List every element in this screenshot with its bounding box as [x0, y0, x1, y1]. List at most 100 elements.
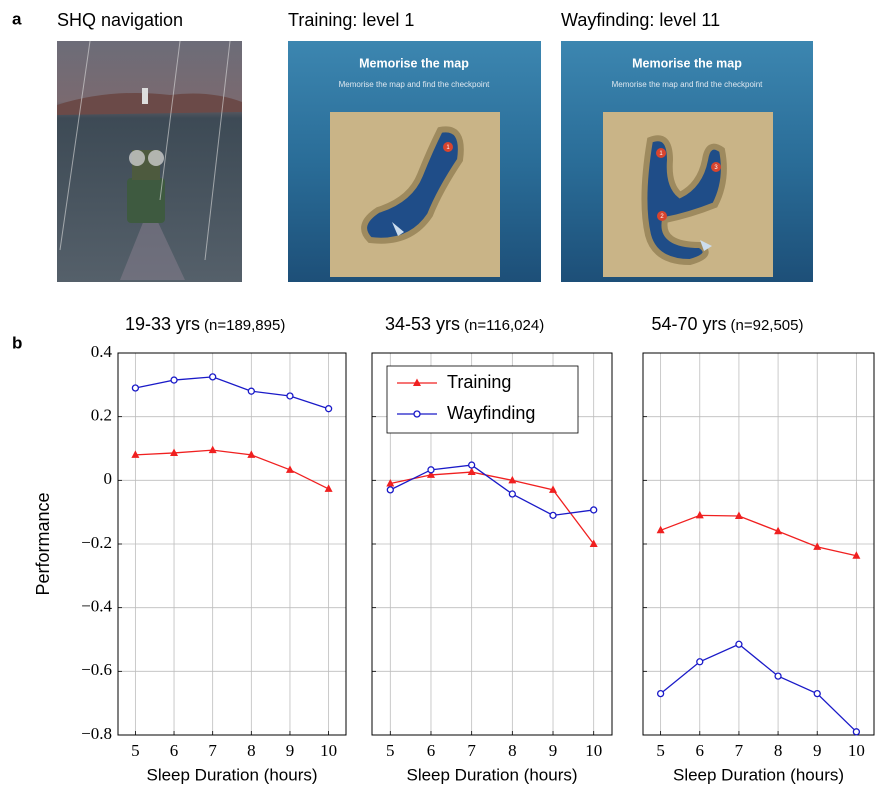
y-tick-label: −0.4	[81, 597, 112, 616]
marker	[427, 466, 435, 474]
marker	[774, 526, 783, 535]
chart-subtitle: (n=116,024)	[464, 317, 544, 334]
panel-label: b	[12, 333, 22, 352]
data-line	[390, 471, 595, 545]
checkpoint-label: 1	[446, 145, 450, 151]
screen-title: Training: level 1	[288, 10, 414, 30]
y-tick-label: 0	[104, 469, 113, 488]
x-tick-label: 6	[696, 741, 705, 760]
marker	[426, 470, 435, 478]
marker	[468, 461, 476, 469]
y-tick-label: −0.2	[81, 533, 112, 552]
marker	[386, 479, 395, 487]
chart-title: 54-70 yrs	[651, 314, 726, 334]
y-tick-label: 0.2	[91, 406, 112, 425]
checkpoint	[657, 211, 667, 221]
marker	[324, 405, 333, 413]
marker	[589, 539, 598, 547]
marker	[813, 689, 821, 698]
game-screenshot	[57, 40, 242, 282]
checkpoint-label: 1	[659, 151, 663, 157]
panel-label: a	[12, 9, 22, 28]
marker	[131, 384, 140, 392]
x-tick-label: 8	[247, 741, 256, 760]
legend-box	[386, 365, 579, 434]
marker	[852, 551, 861, 559]
marker	[774, 672, 782, 680]
screen-heading: Memorise the map	[359, 56, 469, 70]
marker	[656, 525, 665, 534]
marker	[131, 450, 140, 458]
marker	[656, 689, 665, 698]
marker	[508, 475, 517, 484]
x-tick-label: 8	[508, 741, 517, 760]
game-screenshot	[561, 41, 813, 282]
chart-title: 34-53 yrs	[385, 314, 460, 334]
x-tick-label: 7	[208, 741, 217, 760]
x-axis-label: Sleep Duration (hours)	[406, 765, 577, 784]
screen-title: SHQ navigation	[57, 10, 183, 30]
marker	[170, 376, 178, 384]
x-tick-label: 10	[848, 741, 865, 760]
x-tick-label: 10	[320, 741, 337, 760]
checkpoint-label: 2	[660, 214, 664, 220]
x-tick-label: 5	[386, 741, 395, 760]
chart-subtitle: (n=189,895)	[204, 317, 285, 334]
y-tick-label: −0.8	[81, 724, 112, 743]
checkpoint	[443, 142, 453, 152]
chart-title: 19-33 yrs	[125, 314, 200, 334]
x-tick-label: 9	[549, 741, 558, 760]
plot-frame	[117, 352, 347, 736]
x-axis-label: Sleep Duration (hours)	[673, 765, 844, 784]
marker	[208, 445, 217, 454]
screen-text-box: Memorise the map and find the checkpoint	[611, 80, 763, 89]
marker	[286, 392, 294, 400]
screen-text: Memorise the map and find the checkpoint	[338, 80, 490, 89]
checkpoint-label: 3	[714, 165, 718, 171]
marker	[247, 387, 255, 395]
x-tick-label: 9	[813, 741, 822, 760]
x-axis-label: Sleep Duration (hours)	[146, 765, 317, 784]
x-tick-label: 5	[131, 741, 140, 760]
data-line	[390, 464, 594, 517]
x-tick-label: 5	[656, 741, 665, 760]
chart-subtitle: (n=92,505)	[731, 317, 804, 334]
data-line	[660, 514, 857, 557]
plot-frame	[642, 352, 875, 736]
marker	[386, 486, 394, 494]
legend-label: Wayfinding	[447, 403, 535, 423]
x-tick-label: 7	[467, 741, 476, 760]
marker	[695, 510, 704, 519]
marker	[734, 511, 743, 519]
x-tick-label: 8	[774, 741, 783, 760]
marker	[549, 485, 558, 493]
screen-title: Wayfinding: level 11	[561, 10, 720, 30]
y-tick-label: −0.6	[81, 660, 112, 679]
marker	[467, 467, 476, 476]
marker	[324, 484, 333, 492]
screen-heading: Memorise the map	[632, 56, 742, 70]
data-line	[135, 449, 329, 490]
data-line	[135, 376, 329, 410]
marker	[209, 373, 217, 381]
marker	[247, 450, 256, 458]
y-axis-label: Performance	[33, 492, 53, 595]
checkpoint	[711, 162, 721, 172]
marker	[508, 490, 516, 498]
marker	[696, 658, 704, 666]
x-tick-label: 9	[286, 741, 295, 760]
x-tick-label: 10	[585, 741, 602, 760]
legend-marker	[413, 378, 421, 386]
marker	[813, 542, 822, 550]
y-tick-label: 0.4	[91, 342, 113, 361]
plot-frame	[371, 352, 613, 736]
legend-marker	[413, 410, 421, 418]
marker	[590, 506, 598, 514]
marker	[285, 465, 294, 473]
legend-label: Training	[447, 372, 511, 392]
screen-text: Memorise the map and find the checkpoint	[611, 80, 763, 89]
x-tick-label: 6	[170, 741, 179, 760]
game-screenshot	[288, 41, 541, 282]
